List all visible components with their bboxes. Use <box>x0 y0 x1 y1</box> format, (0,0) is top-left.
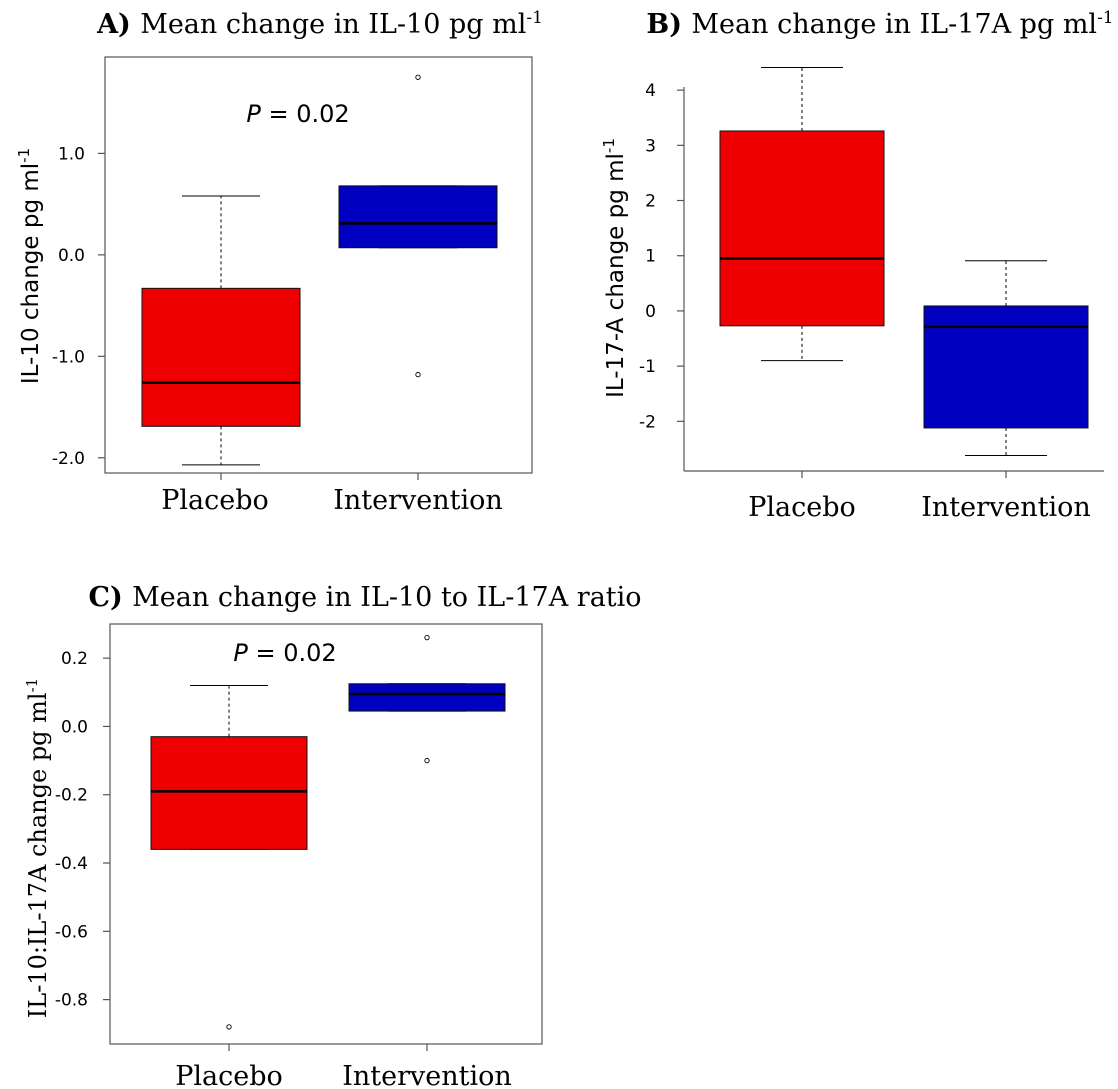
y-axis-label-text: IL-10 change pg ml <box>18 163 44 384</box>
y-axis-label-superscript: -1 <box>15 148 33 163</box>
box-intervention <box>348 635 506 764</box>
plot-frame <box>109 623 543 1045</box>
outlier-point <box>415 74 421 80</box>
panel-letter: B) <box>646 9 691 40</box>
chart-title: C) Mean change in IL-10 to IL-17A ratio <box>88 582 641 613</box>
y-axis-label-superscript: -1 <box>23 678 41 693</box>
iqr-box <box>338 185 498 249</box>
box-placebo <box>150 684 308 1030</box>
chart-panel-c: C) Mean change in IL-10 to IL-17A ratio -… <box>23 582 642 1089</box>
chart-panel-b: B) Mean change in IL-17A pg ml-1-2-10123… <box>600 8 1114 523</box>
x-category-label: Intervention <box>342 1061 512 1089</box>
title-superscript: -1 <box>526 8 543 28</box>
y-axis-label-text: IL-17-A change pg ml <box>603 153 629 398</box>
iqr-box <box>348 683 506 712</box>
y-axis-label-text: IL-10:IL-17A change pg ml <box>24 692 52 1018</box>
y-tick-label: -1 <box>639 357 656 377</box>
p-value-text: = 0.02 <box>261 100 350 128</box>
outlier-point <box>424 757 430 764</box>
y-tick-label: 3 <box>645 136 656 156</box>
p-symbol: P <box>246 100 261 128</box>
y-tick-label: -1.0 <box>52 347 85 367</box>
outlier-point <box>415 371 421 378</box>
y-tick-label: -2.0 <box>52 449 85 469</box>
p-value-annotation: P = 0.02 <box>233 639 336 667</box>
x-category-label: Intervention <box>921 492 1091 523</box>
y-tick-label: 1.0 <box>58 144 85 164</box>
chart-panel-a: A) Mean change in IL-10 pg ml-1-2.0-1.00… <box>15 8 543 516</box>
y-tick-label: 0.2 <box>61 649 88 669</box>
p-symbol: P <box>233 639 248 667</box>
iqr-box <box>150 736 308 850</box>
x-category-label: Placebo <box>748 492 856 523</box>
panel-letter: A) <box>96 9 140 40</box>
box-intervention <box>338 74 498 378</box>
title-text: Mean change in IL-10 pg ml <box>140 9 526 40</box>
plot-frame <box>104 56 533 474</box>
x-category-label: Intervention <box>333 485 503 516</box>
chart-title: A) Mean change in IL-10 pg ml-1 <box>96 8 543 40</box>
y-tick-label: -0.2 <box>55 786 88 806</box>
y-tick-label: -0.4 <box>55 854 88 874</box>
y-axis-label: IL-10 change pg ml-1 <box>15 148 44 384</box>
x-category-label: Placebo <box>175 1061 283 1089</box>
outlier-point <box>226 1024 232 1030</box>
y-tick-label: 1 <box>645 247 656 267</box>
panel-letter: C) <box>88 582 132 613</box>
iqr-box <box>719 130 885 327</box>
box-placebo <box>719 66 885 362</box>
y-tick-label: 0.0 <box>58 246 85 266</box>
title-text: Mean change in IL-10 to IL-17A ratio <box>132 582 641 613</box>
y-tick-label: 0 <box>645 302 656 322</box>
title-text: Mean change in IL-17A pg ml <box>691 9 1097 40</box>
y-tick-label: 2 <box>645 192 656 212</box>
box-placebo <box>141 195 301 466</box>
x-category-label: Placebo <box>161 485 269 516</box>
p-value-text: = 0.02 <box>248 639 337 667</box>
y-axis-label: IL-10:IL-17A change pg ml-1 <box>23 678 52 1018</box>
y-tick-label: -0.6 <box>55 922 88 942</box>
chart-title: B) Mean change in IL-17A pg ml-1 <box>646 8 1113 40</box>
outlier-point <box>424 635 430 641</box>
title-superscript: -1 <box>1097 8 1114 28</box>
y-tick-label: 0.0 <box>61 717 88 737</box>
box-intervention <box>923 260 1089 457</box>
y-axis-label-superscript: -1 <box>600 138 618 153</box>
y-tick-label: -2 <box>639 412 656 432</box>
y-tick-label: 4 <box>645 81 656 101</box>
iqr-box <box>141 287 301 427</box>
y-tick-label: -0.8 <box>55 991 88 1011</box>
p-value-annotation: P = 0.02 <box>246 100 349 128</box>
iqr-box <box>923 305 1089 429</box>
y-axis-label: IL-17-A change pg ml-1 <box>600 138 629 398</box>
